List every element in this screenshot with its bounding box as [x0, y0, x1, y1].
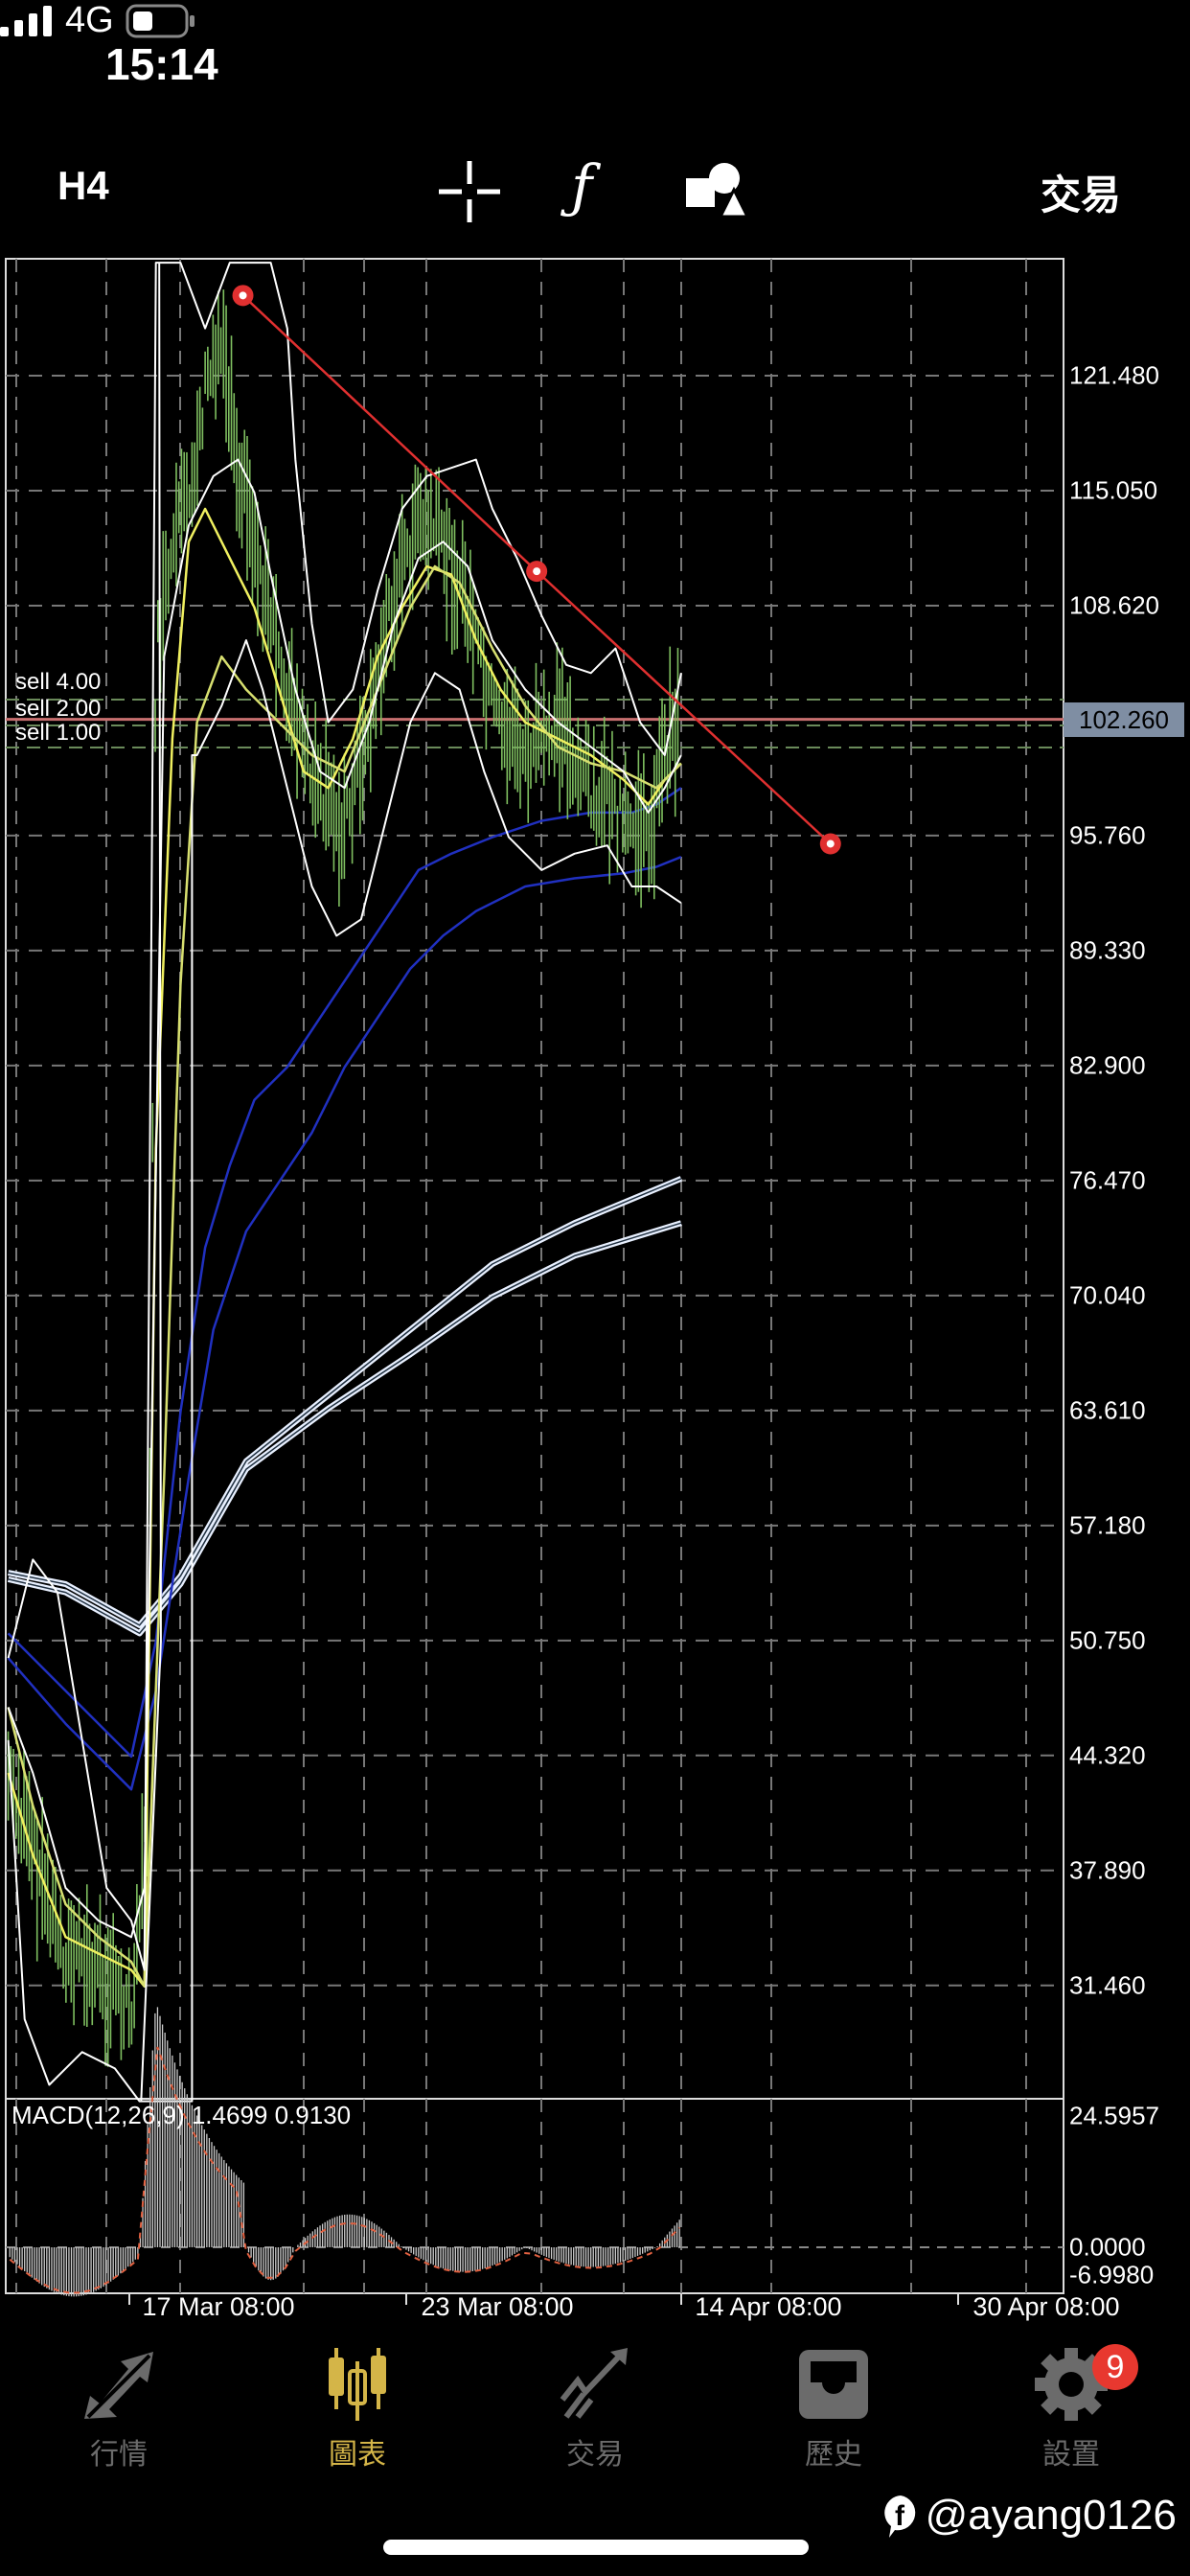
price-chart[interactable]: [0, 0, 1190, 2319]
long-ma-line: [7, 1220, 682, 1637]
function-icon: ƒ: [571, 153, 593, 220]
price-tick-label: 63.610: [1069, 1395, 1146, 1425]
trendline-handle-center: [826, 840, 835, 848]
nav-label: 圖表: [329, 2439, 386, 2471]
status-time: 15:14: [105, 39, 218, 89]
price-tick-label: 108.620: [1069, 590, 1159, 620]
history-icon: [799, 2350, 868, 2419]
watermark: f @ayang0126: [881, 2492, 1177, 2540]
price-tick-label: 89.330: [1069, 935, 1146, 965]
fast-ma-line: [7, 564, 682, 1988]
price-tick-label: 115.050: [1069, 475, 1158, 505]
objects-button[interactable]: [686, 161, 750, 228]
macd-axis-zero: 0.0000: [1069, 2232, 1146, 2262]
price-tick-label: 44.320: [1069, 1740, 1146, 1770]
macd-axis-max: 24.5957: [1069, 2101, 1159, 2130]
chart-icon: [329, 2348, 386, 2421]
watermark-text: @ayang0126: [925, 2492, 1177, 2539]
long-ma-line-core: [8, 1178, 682, 1626]
status-indicators: 4G: [0, 0, 1190, 41]
date-label: 23 Mar 08:00: [421, 2292, 574, 2321]
timeframe-button[interactable]: H4: [57, 163, 109, 208]
macd-label: MACD(12,26,9) 1.4699 0.9130: [11, 2101, 352, 2129]
bollinger-upper: [7, 262, 682, 1971]
order-label[interactable]: sell 4.00: [15, 669, 102, 695]
price-tick-label: 57.180: [1069, 1510, 1146, 1540]
home-indicator[interactable]: [383, 2540, 809, 2555]
date-label: 30 Apr 08:00: [973, 2292, 1120, 2321]
price-tick-label: 82.900: [1069, 1050, 1146, 1080]
price-tick-label: 37.890: [1069, 1855, 1146, 1885]
slow-ma-line: [7, 856, 682, 1791]
chart-frame: [5, 258, 1064, 2294]
bollinger-spike: [140, 263, 162, 2102]
quotes-icon: [84, 2352, 153, 2419]
svg-text:f: f: [895, 2500, 905, 2532]
price-tick-label: 70.040: [1069, 1280, 1146, 1310]
nav-label: 交易: [566, 2439, 624, 2471]
signal-icon: [0, 5, 52, 36]
long-ma-line: [8, 1176, 683, 1628]
nav-history[interactable]: 歷史: [738, 2348, 929, 2472]
nav-chart[interactable]: 圖表: [262, 2348, 453, 2472]
macd-signal-line: [9, 2046, 680, 2294]
date-label: 17 Mar 08:00: [142, 2292, 295, 2321]
facebook-icon: f: [883, 2496, 915, 2538]
price-tick-label: 50.750: [1069, 1625, 1146, 1655]
order-label[interactable]: sell 2.00: [15, 696, 102, 722]
order-label[interactable]: sell 1.00: [15, 720, 102, 746]
macd-axis-min: -6.9980: [1069, 2260, 1155, 2289]
nav-quotes[interactable]: 行情: [23, 2348, 215, 2472]
network-type: 4G: [65, 0, 114, 40]
trade-button[interactable]: 交易: [1041, 172, 1122, 218]
price-tick-label: 76.470: [1069, 1165, 1146, 1195]
price-tick-label: 31.460: [1069, 1970, 1146, 2000]
nav-label: 歷史: [805, 2439, 862, 2471]
settings-icon: [1035, 2348, 1108, 2421]
shapes-icon: [686, 163, 750, 218]
nav-label: 行情: [90, 2439, 148, 2471]
long-ma-line-core: [8, 1222, 682, 1635]
crosshair-button[interactable]: [439, 161, 500, 232]
bollinger-middle: [7, 458, 682, 1939]
fast-ma-line: [7, 507, 682, 1988]
current-price-label: 102.260: [1064, 702, 1184, 737]
trendline-handle-center: [239, 291, 247, 300]
nav-settings[interactable]: 設置: [975, 2348, 1167, 2472]
settings-badge: 9: [1092, 2344, 1138, 2390]
bollinger-lower: [7, 639, 682, 2103]
battery-icon: [126, 4, 195, 37]
nav-trade[interactable]: 交易: [499, 2348, 691, 2472]
trade-icon: [560, 2348, 628, 2419]
trendline-handle-center: [533, 567, 541, 576]
crosshair-icon: [439, 161, 500, 222]
nav-label: 設置: [1042, 2439, 1100, 2471]
date-label: 14 Apr 08:00: [695, 2292, 842, 2321]
price-tick-label: 95.760: [1069, 820, 1146, 850]
indicators-button[interactable]: ƒ: [571, 153, 592, 220]
price-tick-label: 121.480: [1069, 360, 1159, 390]
